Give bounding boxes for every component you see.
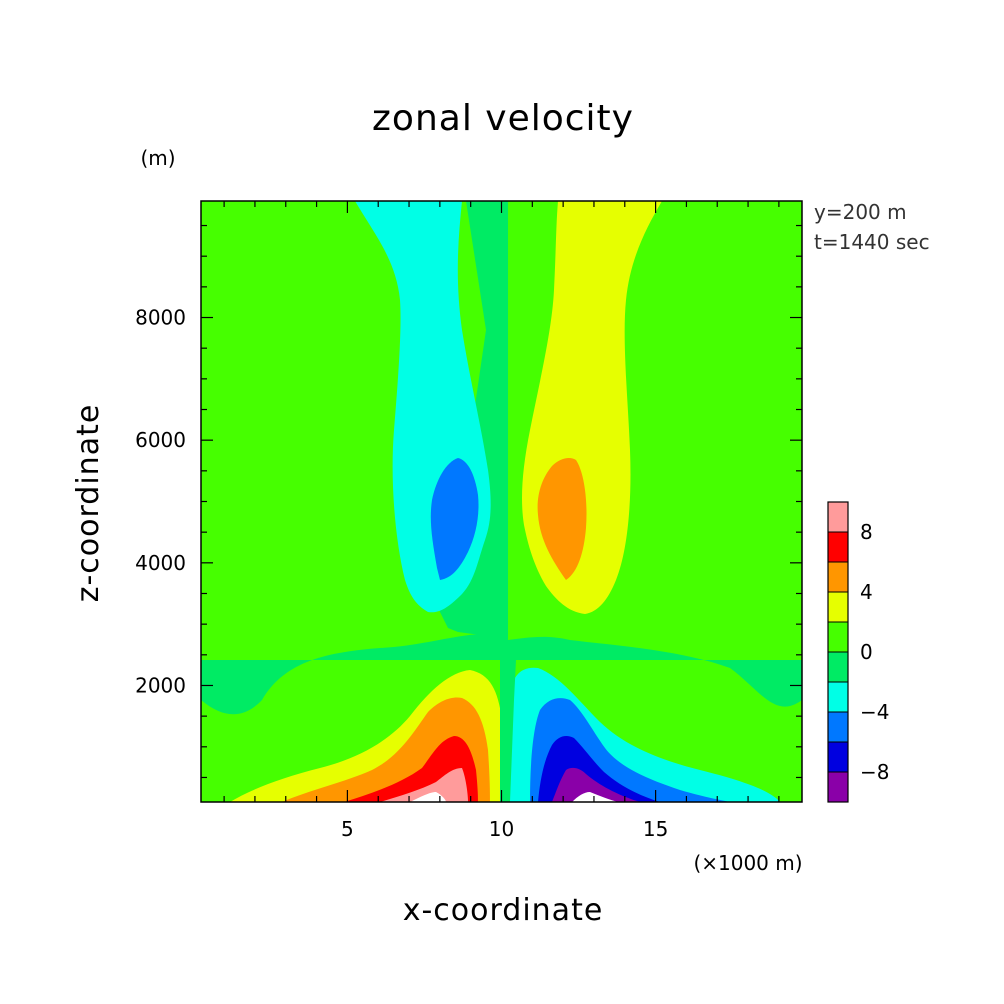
x-tick-label: 10 [489,817,514,841]
x-tick-label: 5 [341,817,354,841]
colorbar-swatch [828,712,848,742]
axes-labels: 5 10 15 2000 4000 6000 8000 [135,306,668,841]
x-axis-label: x-coordinate [403,893,604,928]
colorbar-swatch [828,562,848,592]
colorbar-label: −8 [860,760,889,784]
contour-band-min-right [572,792,618,802]
colorbar-label: 0 [860,640,873,664]
colorbar-label: −4 [860,700,889,724]
colorbar-swatch [828,592,848,622]
contour-band-neg2-0-center-lower [500,660,516,802]
y-axis-label: z-coordinate [71,404,106,603]
contour-band-4-6-right-core [537,458,587,580]
contour-field [201,201,802,802]
contour-band-neg2-0-lower [201,634,802,715]
y-unit-label: (m) [140,146,175,170]
x-tick-label: 15 [643,817,668,841]
chart-title: zonal velocity [372,98,634,139]
colorbar-swatch [828,682,848,712]
colorbar-swatch [828,652,848,682]
x-unit-label: (×1000 m) [693,851,802,875]
colorbar-swatch [828,772,848,802]
colorbar: 8 4 0 −4 −8 [827,501,889,803]
y-tick-label: 4000 [135,551,186,575]
colorbar-swatch [828,622,848,652]
contour-band-8-10-left-lower [380,768,468,802]
colorbar-swatch [828,742,848,772]
colorbar-swatch [828,502,848,532]
contour-band-neg6-neg4-left-core [430,458,479,580]
annotation-t: t=1440 sec [814,230,930,254]
contour-band-max-left [410,792,446,802]
y-tick-label: 2000 [135,673,186,697]
axes-ticks [201,201,802,802]
annotation-y: y=200 m [814,200,907,224]
contour-band-neg10-neg8-right-lower [552,767,640,802]
colorbar-label: 4 [860,580,873,604]
colorbar-swatch [828,532,848,562]
y-tick-label: 8000 [135,306,186,330]
y-tick-label: 6000 [135,428,186,452]
colorbar-label: 8 [860,520,873,544]
